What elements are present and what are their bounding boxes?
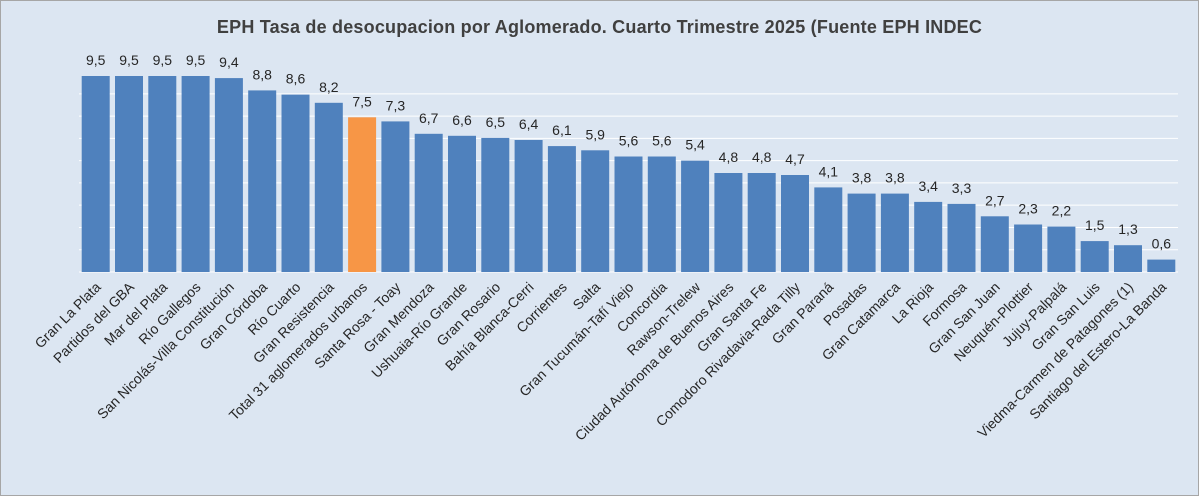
value-label: 7,3 bbox=[386, 97, 406, 113]
bar bbox=[181, 76, 210, 272]
value-label: 4,8 bbox=[752, 149, 772, 165]
chart-title: EPH Tasa de desocupacion por Aglomerado.… bbox=[216, 17, 983, 37]
bar bbox=[847, 193, 876, 272]
bar bbox=[348, 117, 377, 272]
bar bbox=[281, 94, 310, 272]
value-label: 5,9 bbox=[585, 126, 605, 142]
value-label: 5,4 bbox=[685, 137, 705, 153]
bar bbox=[1014, 224, 1043, 272]
value-label: 6,5 bbox=[486, 114, 506, 130]
bar bbox=[115, 76, 143, 272]
bar bbox=[148, 76, 177, 272]
value-label: 6,4 bbox=[519, 116, 539, 132]
bar bbox=[547, 146, 576, 272]
value-label: 5,6 bbox=[652, 133, 672, 149]
value-label: 4,8 bbox=[719, 149, 739, 165]
bar bbox=[947, 203, 976, 272]
value-label: 0,6 bbox=[1152, 236, 1172, 252]
value-label: 6,7 bbox=[419, 110, 439, 126]
bar bbox=[647, 156, 676, 272]
value-label: 7,5 bbox=[352, 93, 372, 109]
bar bbox=[781, 175, 809, 272]
bar bbox=[481, 137, 510, 272]
value-label: 9,5 bbox=[153, 52, 173, 68]
bar bbox=[1147, 259, 1176, 272]
bar bbox=[414, 133, 443, 272]
value-label: 2,7 bbox=[985, 192, 1005, 208]
value-label: 9,4 bbox=[219, 54, 239, 70]
value-label: 4,1 bbox=[819, 163, 839, 179]
bar bbox=[980, 216, 1009, 272]
value-label: 1,5 bbox=[1085, 217, 1105, 233]
value-label: 3,8 bbox=[852, 170, 872, 186]
value-label: 3,8 bbox=[885, 170, 905, 186]
bar bbox=[614, 156, 643, 272]
bar bbox=[714, 173, 743, 272]
value-label: 6,1 bbox=[552, 122, 572, 138]
bar bbox=[314, 102, 343, 272]
bar bbox=[581, 150, 610, 272]
bar bbox=[248, 90, 277, 273]
bar bbox=[81, 76, 110, 272]
value-label: 8,2 bbox=[319, 79, 339, 95]
value-label: 9,5 bbox=[119, 52, 139, 68]
bar bbox=[1047, 226, 1076, 272]
value-label: 4,7 bbox=[785, 151, 805, 167]
bar bbox=[747, 173, 776, 272]
bar bbox=[381, 121, 410, 273]
bar bbox=[448, 135, 476, 272]
value-label: 9,5 bbox=[186, 52, 206, 68]
value-label: 3,3 bbox=[952, 180, 972, 196]
bar bbox=[880, 193, 909, 272]
value-label: 6,6 bbox=[452, 112, 472, 128]
value-label: 8,8 bbox=[252, 66, 272, 82]
bar bbox=[681, 160, 710, 272]
bar bbox=[1114, 245, 1142, 272]
bar bbox=[814, 187, 843, 272]
bar bbox=[514, 140, 543, 272]
bar bbox=[1080, 241, 1109, 272]
value-label: 5,6 bbox=[619, 133, 639, 149]
value-label: 2,3 bbox=[1018, 201, 1038, 217]
value-label: 1,3 bbox=[1118, 221, 1138, 237]
value-label: 2,2 bbox=[1052, 203, 1072, 219]
bar bbox=[914, 201, 943, 272]
value-label: 9,5 bbox=[86, 52, 106, 68]
value-label: 3,4 bbox=[918, 178, 938, 194]
value-label: 8,6 bbox=[286, 71, 306, 87]
bar bbox=[214, 78, 243, 272]
